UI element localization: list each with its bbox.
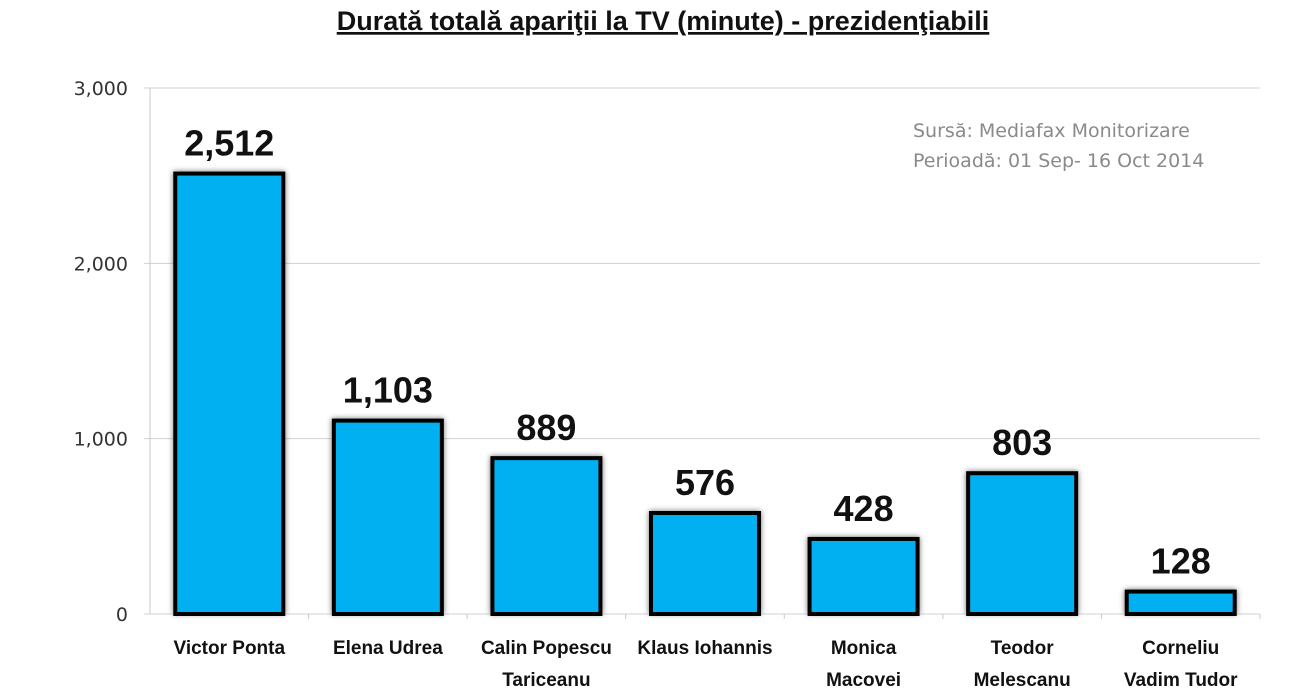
bar: [490, 456, 603, 616]
y-axis: 0 1,000 2,000 3,000: [74, 78, 151, 626]
data-label: 428: [834, 488, 894, 529]
x-tick-label: Victor Ponta: [174, 638, 286, 659]
bars: 2,512 1,103 889 576 428 803 128: [173, 123, 1237, 617]
y-tick-label: 2,000: [74, 253, 128, 275]
x-tick-label: Elena Udrea: [333, 638, 443, 659]
data-label: 2,512: [184, 123, 274, 164]
x-tick-label: Calin Popescu Tariceanu: [481, 638, 612, 691]
data-label: 1,103: [343, 370, 433, 411]
x-tick-label: Klaus Iohannis: [637, 638, 772, 659]
bar: [1124, 589, 1237, 616]
source-annotation: Sursă: Mediafax Monitorizare Perioadă: 01…: [913, 120, 1204, 172]
bar: [807, 536, 920, 616]
y-tick-label: 0: [116, 604, 128, 626]
x-tick-label: Teodor Melescanu: [974, 638, 1071, 691]
annotation-text: Sursă: Mediafax Monitorizare: [913, 120, 1190, 142]
x-tick-label: Corneliu Vadim Tudor: [1124, 638, 1238, 691]
data-label: 576: [675, 462, 735, 503]
bar: [173, 171, 286, 617]
data-label: 803: [992, 422, 1052, 463]
bar: [331, 418, 444, 616]
data-label: 128: [1151, 541, 1211, 582]
y-tick-label: 1,000: [74, 429, 128, 451]
data-label: 889: [516, 407, 576, 448]
x-tick-label: Monica Macovei: [826, 638, 901, 691]
bar: [649, 511, 761, 616]
chart-title: Durată totală apariţii la TV (minute) - …: [337, 6, 990, 36]
bar: [966, 471, 1079, 616]
y-tick-label: 3,000: [74, 78, 128, 100]
x-axis-labels: Victor Ponta Elena Udrea Calin Popescu Tari…: [174, 638, 1239, 691]
annotation-text: Perioadă: 01 Sep- 16 Oct 2014: [913, 150, 1204, 172]
